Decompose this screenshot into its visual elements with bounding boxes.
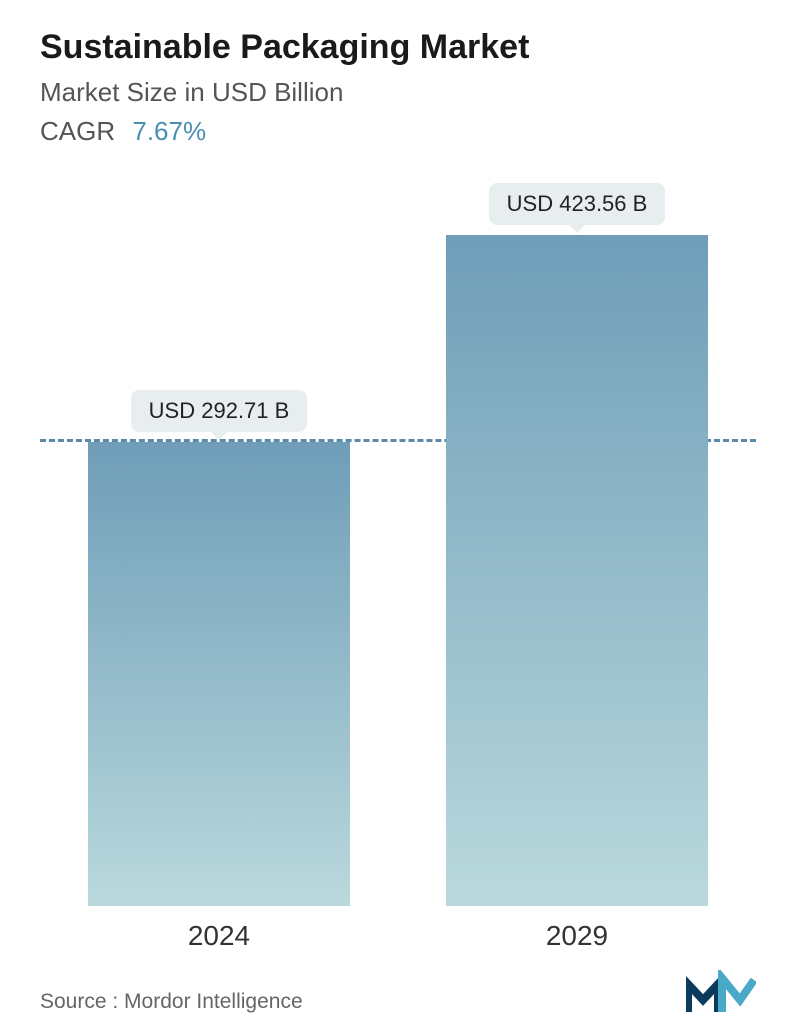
bar <box>88 442 350 906</box>
x-axis-labels: 2024 2029 <box>40 920 756 952</box>
bar-wrap: USD 292.71 B <box>69 390 369 906</box>
bar-group: USD 292.71 B <box>69 390 369 906</box>
chart-footer: Source : Mordor Intelligence <box>40 952 756 1014</box>
chart-plot-area: USD 292.71 B USD 423.56 B 2024 2029 <box>40 177 756 952</box>
brand-logo-icon <box>686 970 756 1014</box>
bar <box>446 235 708 906</box>
source-text: Source : Mordor Intelligence <box>40 990 303 1014</box>
bar-value-badge: USD 423.56 B <box>489 183 666 225</box>
x-axis-label: 2029 <box>427 920 727 952</box>
bars-row: USD 292.71 B USD 423.56 B <box>40 177 756 906</box>
chart-subtitle: Market Size in USD Billion <box>40 77 756 108</box>
bar-wrap: USD 423.56 B <box>427 183 727 906</box>
cagr-label: CAGR <box>40 116 115 146</box>
chart-container: Sustainable Packaging Market Market Size… <box>0 0 796 1034</box>
chart-title: Sustainable Packaging Market <box>40 28 756 67</box>
cagr-value: 7.67% <box>132 116 206 146</box>
cagr-row: CAGR 7.67% <box>40 116 756 147</box>
bar-group: USD 423.56 B <box>427 183 727 906</box>
x-axis-label: 2024 <box>69 920 369 952</box>
bar-value-badge: USD 292.71 B <box>131 390 308 432</box>
